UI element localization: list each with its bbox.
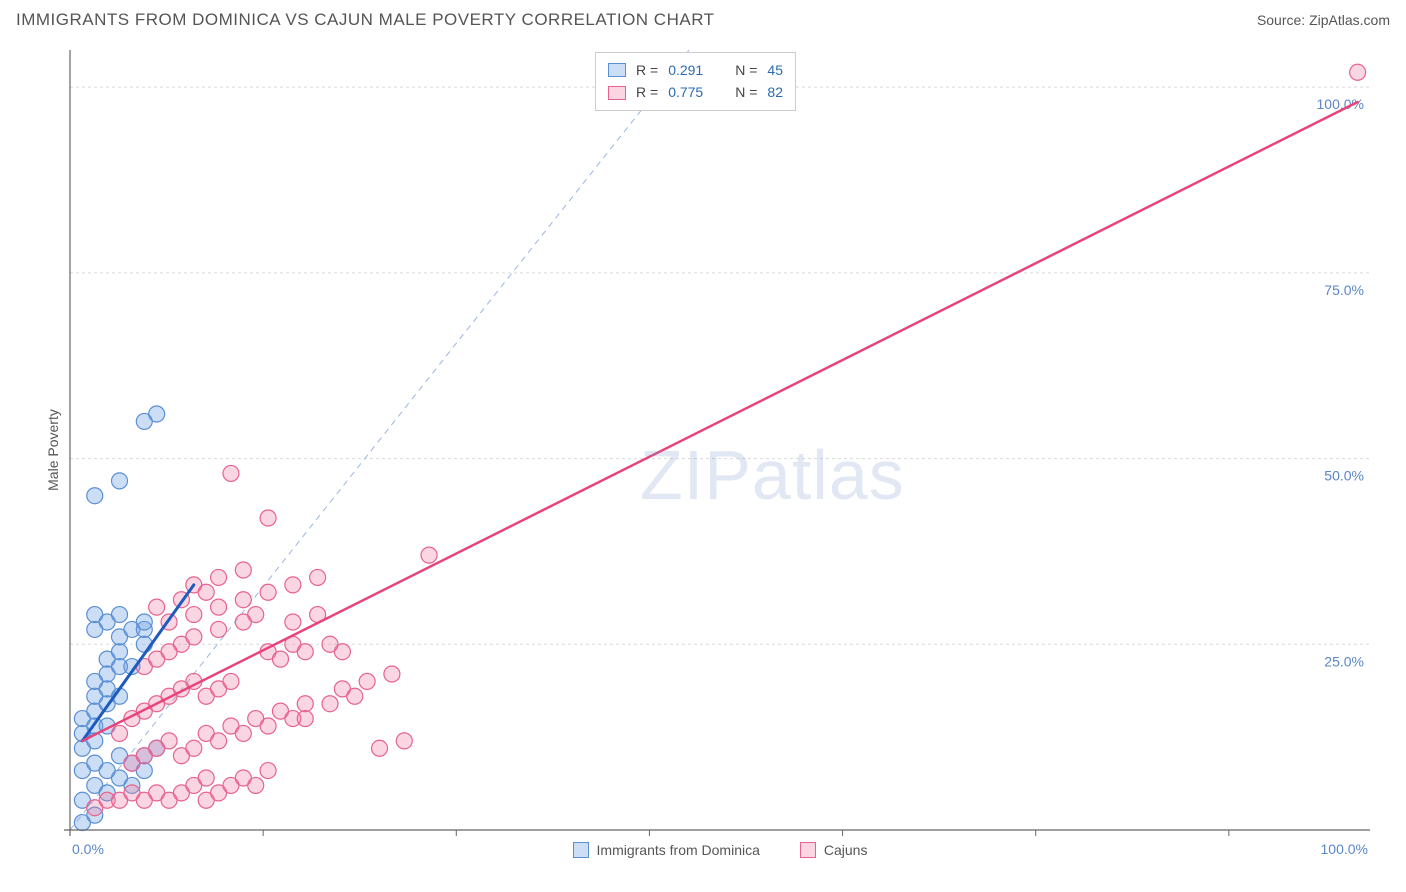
data-point-cajuns xyxy=(297,696,313,712)
source-prefix: Source: xyxy=(1257,12,1309,28)
data-point-cajuns xyxy=(223,465,239,481)
scatter-chart: 25.0%50.0%75.0%100.0%0.0%100.0% xyxy=(50,40,1390,860)
data-point-cajuns xyxy=(310,569,326,585)
data-point-dominica xyxy=(87,488,103,504)
y-tick-label: 25.0% xyxy=(1324,653,1364,669)
data-point-dominica xyxy=(112,473,128,489)
data-point-cajuns xyxy=(198,792,214,808)
data-point-cajuns xyxy=(235,562,251,578)
stat-n-value: 82 xyxy=(767,81,783,103)
data-point-cajuns xyxy=(186,740,202,756)
data-point-cajuns xyxy=(211,569,227,585)
source-name: ZipAtlas.com xyxy=(1309,12,1390,28)
y-axis-label: Male Poverty xyxy=(45,409,61,491)
data-point-cajuns xyxy=(161,733,177,749)
legend-label: Cajuns xyxy=(824,842,868,858)
data-point-cajuns xyxy=(272,651,288,667)
data-point-cajuns xyxy=(359,673,375,689)
data-point-cajuns xyxy=(211,599,227,615)
legend-item-dominica: Immigrants from Dominica xyxy=(573,842,760,858)
legend-swatch-icon xyxy=(608,63,626,77)
data-point-cajuns xyxy=(1350,64,1366,80)
stats-row-dominica: R = 0.291 N = 45 xyxy=(608,59,783,81)
data-point-cajuns xyxy=(260,584,276,600)
y-tick-label: 50.0% xyxy=(1324,468,1364,484)
legend-swatch-icon xyxy=(608,86,626,100)
data-point-dominica xyxy=(112,644,128,660)
data-point-cajuns xyxy=(285,577,301,593)
data-point-cajuns xyxy=(211,621,227,637)
stat-r-value: 0.775 xyxy=(668,81,703,103)
data-point-cajuns xyxy=(235,592,251,608)
data-point-cajuns xyxy=(248,777,264,793)
data-point-dominica xyxy=(112,770,128,786)
data-point-cajuns xyxy=(285,614,301,630)
data-point-cajuns xyxy=(260,763,276,779)
data-point-cajuns xyxy=(112,725,128,741)
stat-r-value: 0.291 xyxy=(668,59,703,81)
stat-r-label: R = xyxy=(636,59,658,81)
stats-row-cajuns: R = 0.775 N = 82 xyxy=(608,81,783,103)
data-point-cajuns xyxy=(186,607,202,623)
data-point-cajuns xyxy=(372,740,388,756)
data-point-cajuns xyxy=(384,666,400,682)
data-point-cajuns xyxy=(297,711,313,727)
data-point-cajuns xyxy=(347,688,363,704)
legend-bottom: Immigrants from Dominica Cajuns xyxy=(50,842,1390,858)
data-point-cajuns xyxy=(322,636,338,652)
stat-n-label: N = xyxy=(735,59,757,81)
legend-label: Immigrants from Dominica xyxy=(597,842,760,858)
legend-item-cajuns: Cajuns xyxy=(800,842,868,858)
data-point-dominica xyxy=(149,406,165,422)
data-point-cajuns xyxy=(248,607,264,623)
data-point-cajuns xyxy=(260,718,276,734)
correlation-stats-box: R = 0.291 N = 45 R = 0.775 N = 82 xyxy=(595,52,796,111)
data-point-cajuns xyxy=(211,733,227,749)
reference-diagonal xyxy=(70,50,689,830)
stat-r-label: R = xyxy=(636,81,658,103)
data-point-dominica xyxy=(112,607,128,623)
data-point-cajuns xyxy=(260,510,276,526)
legend-swatch-icon xyxy=(573,842,589,858)
stat-n-value: 45 xyxy=(767,59,783,81)
data-point-cajuns xyxy=(223,673,239,689)
data-point-cajuns xyxy=(235,725,251,741)
data-point-cajuns xyxy=(186,629,202,645)
data-point-cajuns xyxy=(297,644,313,660)
legend-swatch-icon xyxy=(800,842,816,858)
data-point-cajuns xyxy=(198,770,214,786)
data-point-dominica xyxy=(136,614,152,630)
y-tick-label: 75.0% xyxy=(1324,282,1364,298)
chart-area: Male Poverty 25.0%50.0%75.0%100.0%0.0%10… xyxy=(50,40,1390,860)
data-point-cajuns xyxy=(198,584,214,600)
data-point-cajuns xyxy=(421,547,437,563)
data-point-cajuns xyxy=(322,696,338,712)
trend-line-cajuns xyxy=(82,102,1357,741)
data-point-cajuns xyxy=(396,733,412,749)
data-point-dominica xyxy=(87,607,103,623)
data-point-cajuns xyxy=(149,599,165,615)
chart-title: IMMIGRANTS FROM DOMINICA VS CAJUN MALE P… xyxy=(16,10,715,30)
stat-n-label: N = xyxy=(735,81,757,103)
source-credit: Source: ZipAtlas.com xyxy=(1257,12,1390,28)
